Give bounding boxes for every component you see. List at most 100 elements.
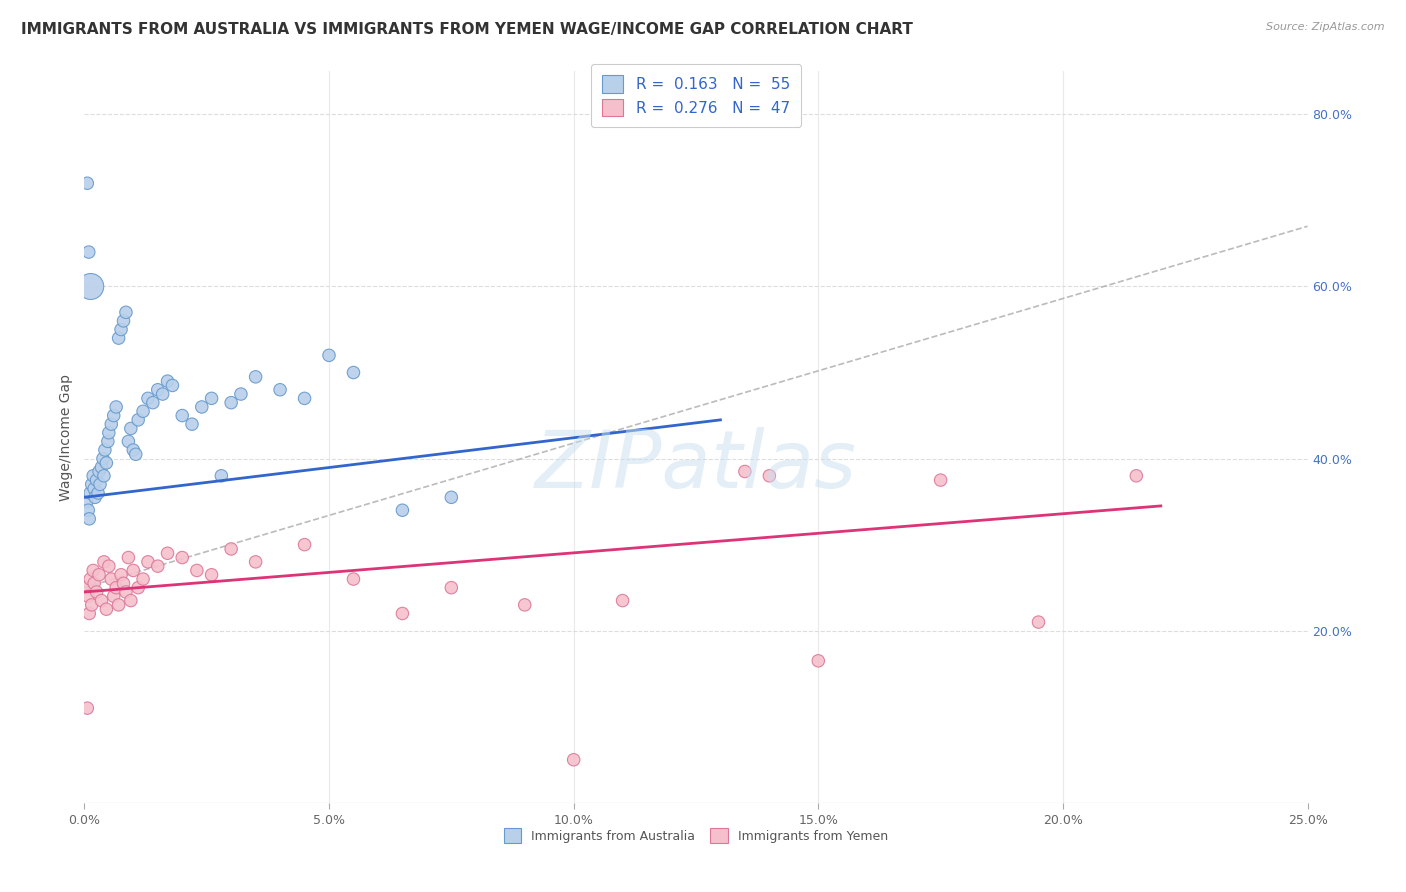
Point (136, 392, 159, 406)
Point (115, 305, 138, 319)
Point (96, 456, 118, 470)
Point (90, 460, 112, 475)
Y-axis label: Wage/Income Gap: Wage/Income Gap (59, 374, 73, 500)
Point (269, 383, 291, 397)
Point (103, 589, 125, 603)
Point (117, 550, 139, 565)
Point (612, 593, 634, 607)
Point (200, 392, 222, 406)
Point (100, 417, 122, 432)
Point (318, 348, 340, 362)
Point (245, 369, 267, 384)
Point (342, 366, 364, 380)
Point (120, 593, 142, 607)
Point (219, 395, 242, 409)
Point (103, 409, 125, 423)
Point (96, 602, 118, 616)
Point (86, 473, 108, 487)
Point (181, 417, 204, 432)
Point (146, 383, 169, 397)
Point (83, 482, 105, 496)
Point (1028, 615, 1050, 629)
Point (112, 576, 135, 591)
Point (156, 546, 179, 560)
Point (294, 538, 316, 552)
Point (82, 564, 104, 578)
Point (80, 598, 103, 612)
Point (82, 468, 104, 483)
Point (97, 559, 120, 574)
Point (77, 512, 100, 526)
Point (152, 387, 174, 401)
Point (136, 555, 159, 569)
Point (97, 425, 120, 440)
Point (191, 400, 214, 414)
Point (209, 468, 232, 483)
Point (76, 581, 98, 595)
Point (219, 541, 242, 556)
Text: ZIPatlas: ZIPatlas (534, 427, 858, 506)
Point (86, 585, 108, 599)
Point (80, 279, 103, 293)
Point (440, 491, 463, 505)
Point (83, 576, 105, 591)
Text: Source: ZipAtlas.com: Source: ZipAtlas.com (1267, 22, 1385, 32)
Point (513, 598, 536, 612)
Point (107, 331, 129, 345)
Point (807, 654, 830, 668)
Point (127, 581, 149, 595)
Point (440, 581, 463, 595)
Point (172, 409, 194, 423)
Point (117, 434, 139, 449)
Point (758, 468, 780, 483)
Point (162, 378, 184, 392)
Point (87, 567, 110, 582)
Point (79, 486, 101, 500)
Point (200, 567, 222, 582)
Point (87, 465, 110, 479)
Point (77, 589, 100, 603)
Point (142, 395, 165, 409)
Point (87, 486, 110, 500)
Point (93, 555, 115, 569)
Point (172, 550, 194, 565)
Point (90, 593, 112, 607)
Point (391, 503, 413, 517)
Point (929, 473, 952, 487)
Point (84, 491, 107, 505)
Legend: Immigrants from Australia, Immigrants from Yemen: Immigrants from Australia, Immigrants fr… (499, 823, 893, 847)
Point (76, 701, 98, 715)
Point (734, 465, 756, 479)
Point (105, 581, 128, 595)
Point (245, 555, 267, 569)
Point (80, 477, 103, 491)
Point (342, 572, 364, 586)
Point (391, 607, 413, 621)
Point (79, 572, 101, 586)
Point (112, 314, 135, 328)
Point (107, 598, 129, 612)
Point (156, 374, 179, 388)
Point (76, 494, 98, 508)
Point (186, 564, 208, 578)
Point (122, 564, 145, 578)
Point (77, 607, 100, 621)
Point (105, 400, 128, 414)
Point (77, 503, 100, 517)
Point (132, 404, 155, 418)
Point (91, 451, 114, 466)
Point (77, 245, 100, 260)
Point (110, 567, 132, 582)
Point (146, 559, 169, 574)
Point (115, 585, 138, 599)
Point (127, 413, 149, 427)
Point (97, 434, 120, 449)
Point (94, 442, 117, 457)
Text: IMMIGRANTS FROM AUSTRALIA VS IMMIGRANTS FROM YEMEN WAGE/INCOME GAP CORRELATION C: IMMIGRANTS FROM AUSTRALIA VS IMMIGRANTS … (21, 22, 912, 37)
Point (229, 387, 252, 401)
Point (89, 477, 111, 491)
Point (562, 753, 585, 767)
Point (294, 392, 316, 406)
Point (132, 572, 155, 586)
Point (110, 322, 132, 336)
